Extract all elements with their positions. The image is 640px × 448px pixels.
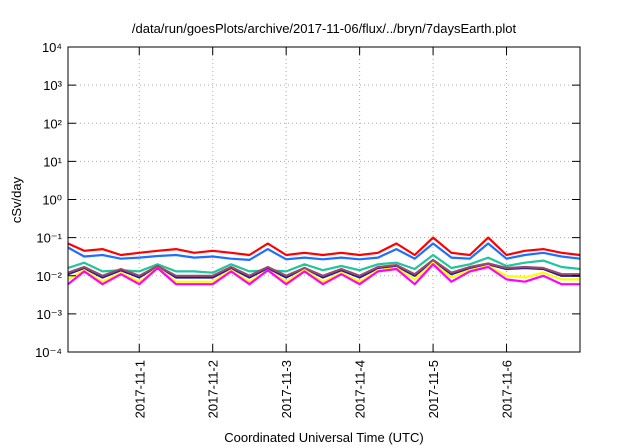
y-tick-label: 10⁴	[42, 40, 62, 55]
x-tick-label: 2017-11-5	[426, 360, 441, 418]
y-tick-label: 10³	[43, 78, 62, 93]
x-tick-label: 2017-11-6	[500, 360, 515, 418]
series-line-red	[67, 236, 581, 257]
series-line-teal	[67, 253, 581, 274]
y-tick-label: 10²	[43, 116, 62, 131]
x-tick-label: 2017-11-4	[353, 360, 368, 418]
y-ticks: 10⁴ 10³ 10² 10¹ 10⁰ 10⁻¹ 10⁻² 10⁻³ 10⁻⁴	[35, 40, 580, 360]
y-tick-label: 10⁻³	[36, 307, 62, 322]
x-axis-label: Coordinated Universal Time (UTC)	[224, 430, 423, 445]
x-tick-label: 2017-11-1	[132, 360, 147, 418]
y-tick-label: 10⁰	[42, 193, 62, 208]
x-ticks: 2017-11-1 2017-11-2 2017-11-3 2017-11-4 2017…	[132, 47, 515, 418]
series-group	[67, 236, 581, 286]
series-line-magenta	[67, 263, 580, 286]
y-tick-label: 10⁻²	[36, 269, 62, 284]
series-line-brown	[67, 258, 580, 277]
y-axis-label: cSv/day	[9, 176, 24, 223]
grid	[68, 47, 580, 352]
y-tick-label: 10⁻¹	[36, 231, 62, 246]
x-tick-label: 2017-11-3	[279, 360, 294, 418]
x-tick-label: 2017-11-2	[206, 360, 221, 418]
chart-title: /data/run/goesPlots/archive/2017-11-06/f…	[132, 21, 517, 36]
y-tick-label: 10⁻⁴	[35, 345, 62, 360]
y-tick-label: 10¹	[43, 154, 62, 169]
series-line-blue	[67, 242, 581, 261]
